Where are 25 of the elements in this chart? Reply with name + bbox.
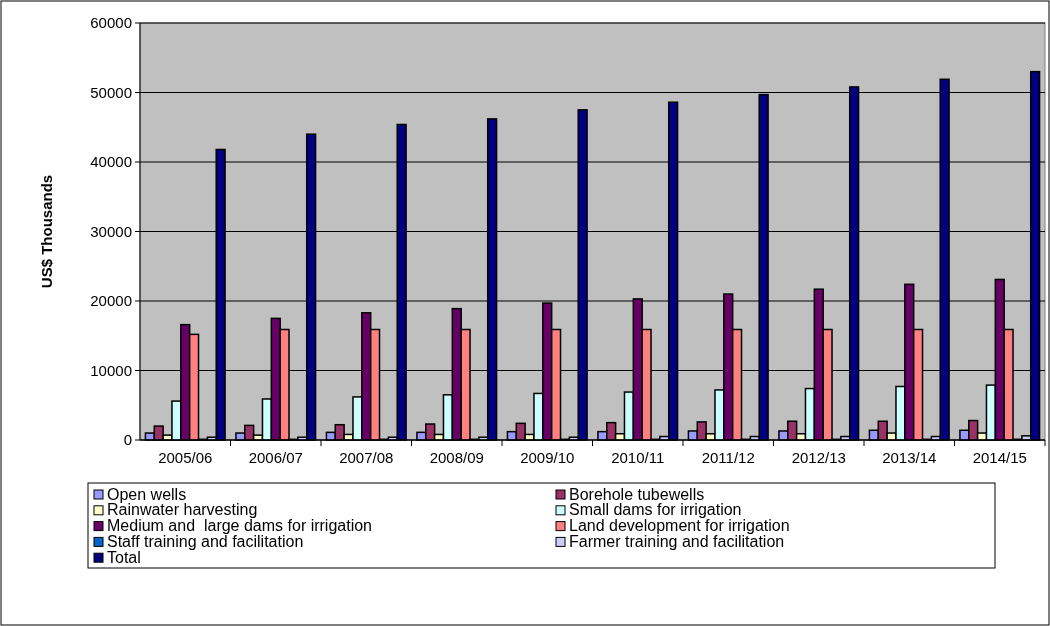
legend-label: Medium and large dams for irrigation [107, 517, 373, 535]
y-axis-title: US$ Thousands [38, 174, 55, 289]
legend-label: Open wells [107, 485, 187, 503]
y-tick-label: 10000 [90, 361, 132, 379]
y-tick-label: 50000 [90, 83, 132, 101]
x-tick-label: 2011/12 [701, 449, 755, 466]
y-tick-label: 0 [123, 431, 132, 449]
legend-label: Rainwater harvesting [107, 501, 258, 519]
x-tick-label: 2007/08 [339, 449, 394, 466]
x-tick-label: 2014/15 [972, 449, 1027, 466]
x-tick-label: 2008/09 [429, 449, 484, 466]
legend-label: Total [107, 548, 141, 566]
y-tick-label: 40000 [90, 153, 132, 171]
x-tick-label: 2005/06 [158, 449, 213, 466]
legend-label: Small dams for irrigation [569, 501, 742, 519]
x-tick-label: 2010/11 [611, 449, 665, 466]
x-tick-label: 2009/10 [520, 449, 575, 466]
x-tick-label: 2006/07 [248, 449, 303, 466]
legend-label: Land development for irrigation [569, 517, 790, 535]
y-tick-label: 60000 [90, 14, 132, 32]
y-tick-label: 30000 [90, 222, 132, 240]
y-tick-label: 20000 [90, 292, 132, 310]
legend-label: Borehole tubewells [569, 485, 705, 503]
x-tick-label: 2012/13 [791, 449, 846, 466]
x-tick-label: 2013/14 [882, 449, 937, 466]
